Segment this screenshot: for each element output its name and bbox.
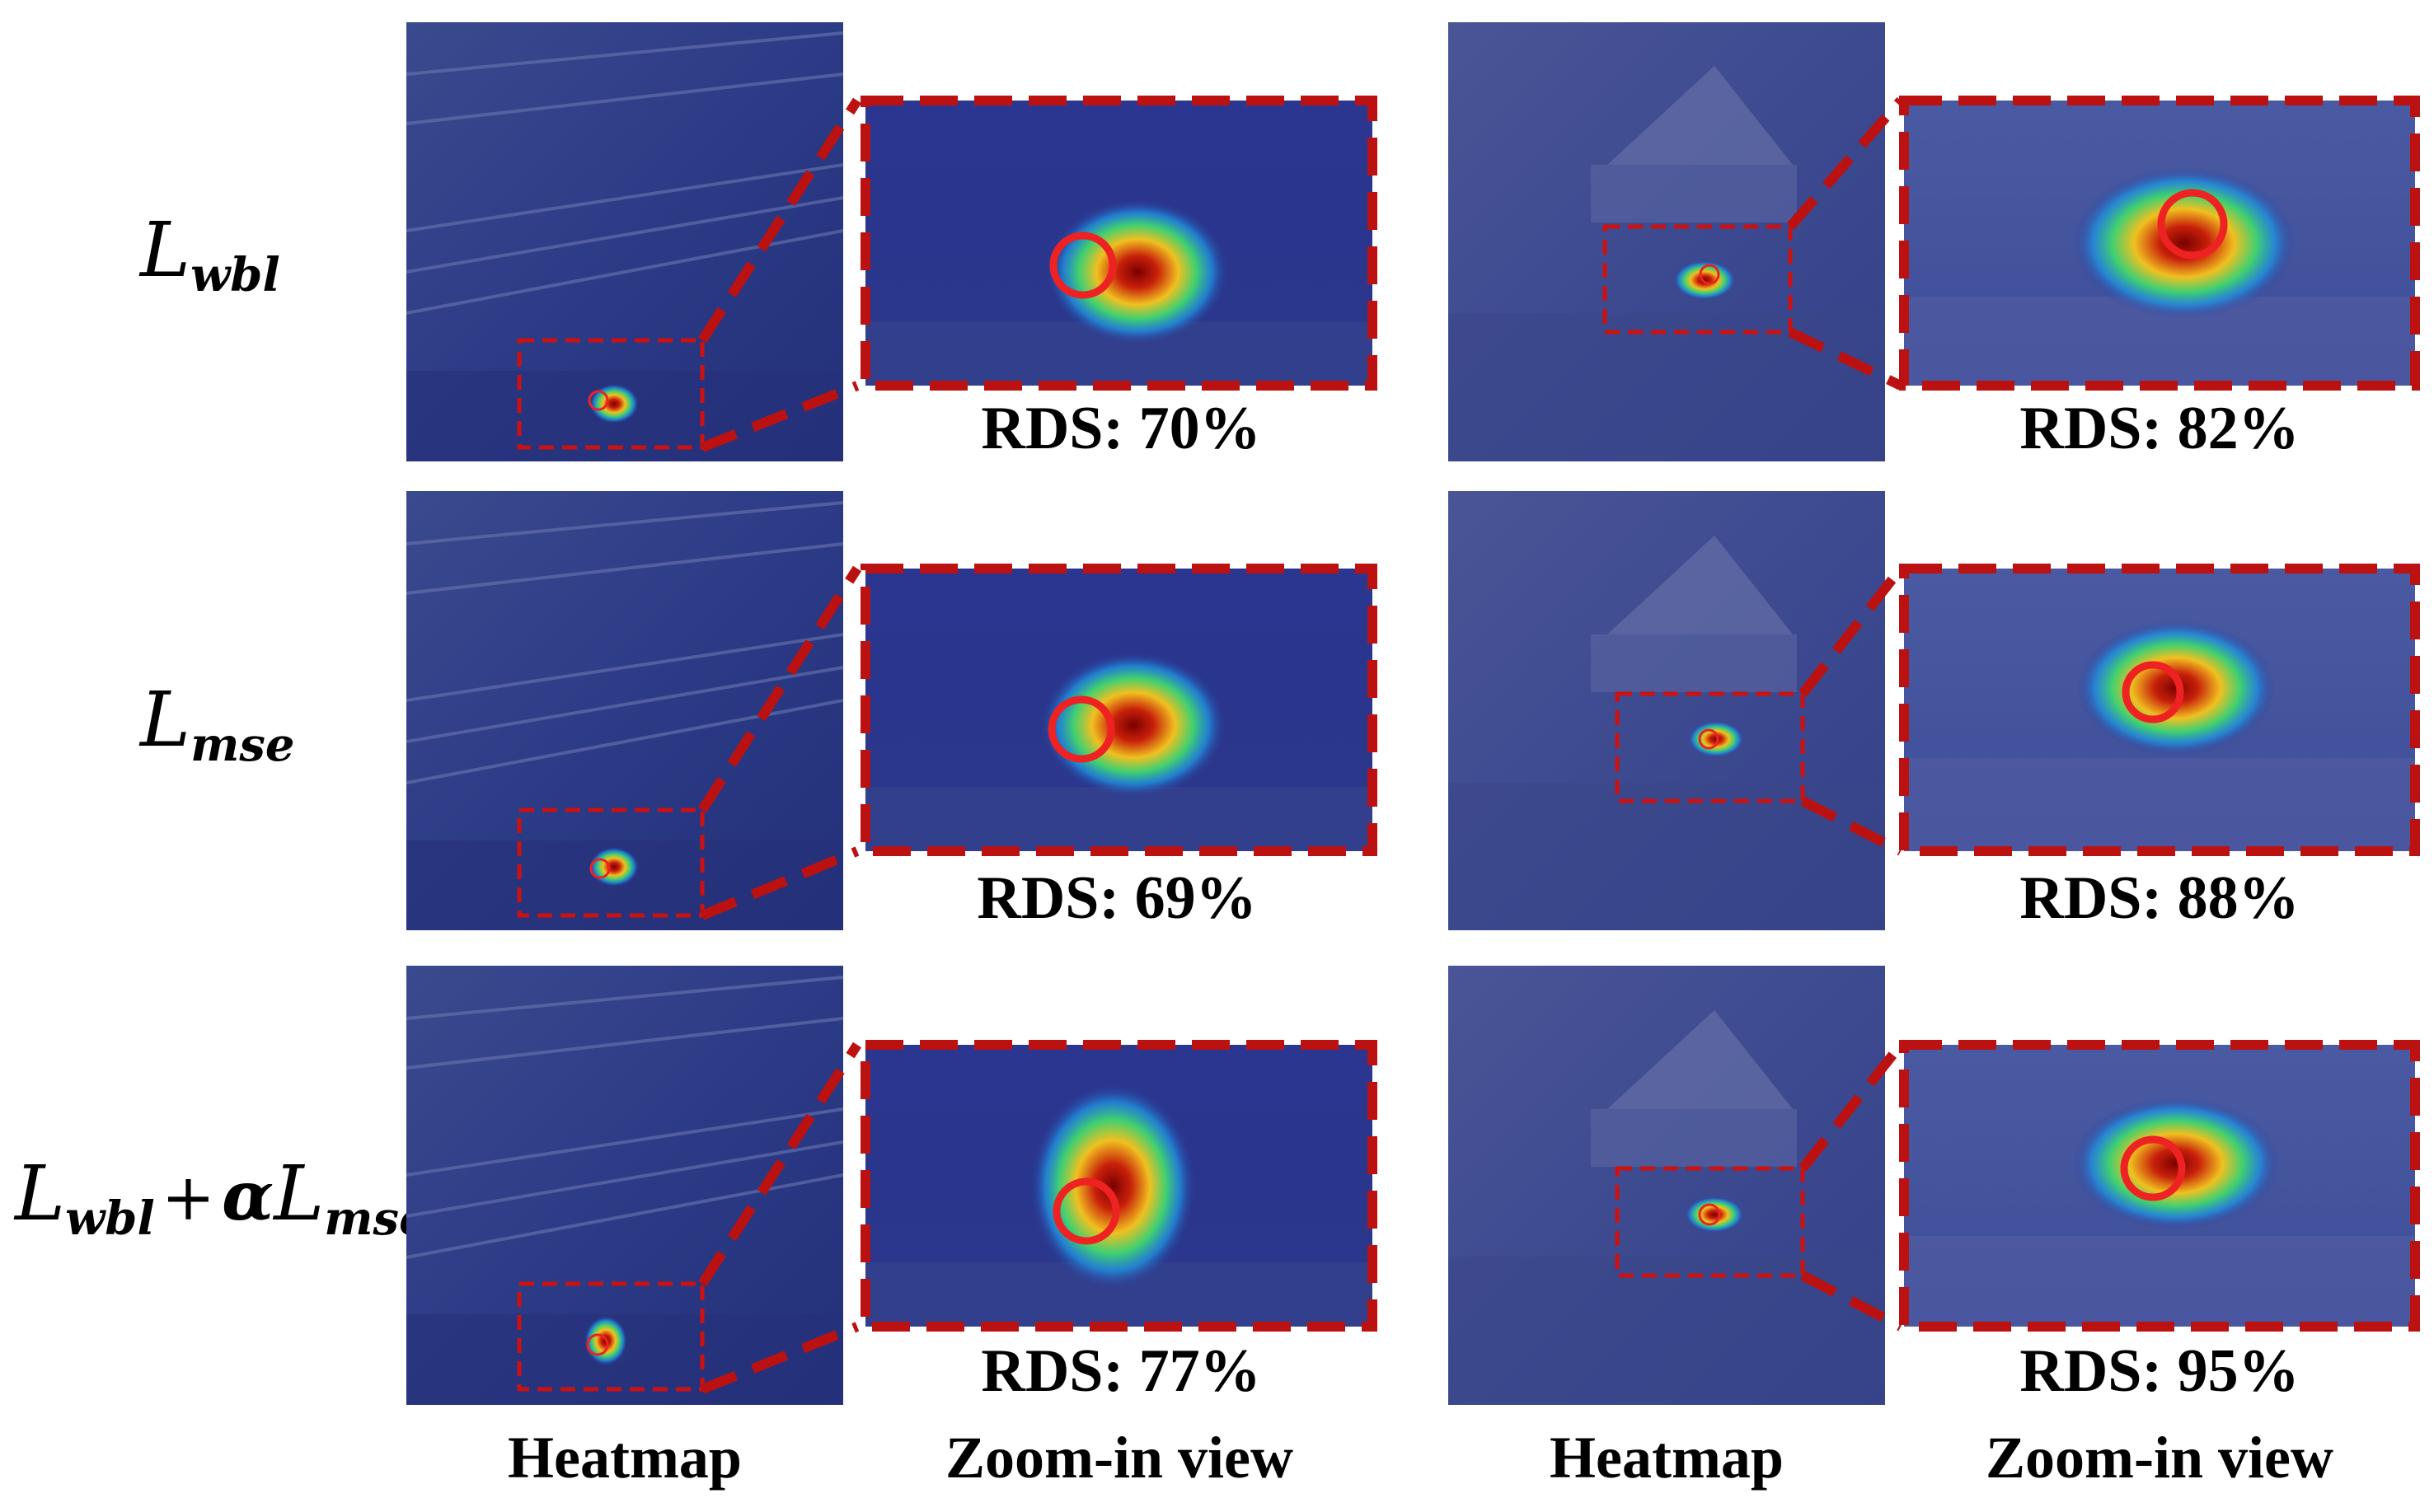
zoom-connector-row1-right <box>1786 97 1905 391</box>
zoom-connector-row3-right <box>1799 1042 1905 1332</box>
column-label-left-zoom: Zoom-in view <box>945 1425 1293 1491</box>
heatmap-left-row1 <box>406 22 844 461</box>
rds-label-row2-left: RDS: 69% <box>977 864 1257 932</box>
column-label-left-heatmap: Heatmap <box>508 1425 742 1491</box>
zoom-left-row2 <box>861 564 1377 856</box>
row-label-mse: Lmse <box>140 676 295 772</box>
rds-label-row3-left: RDS: 77% <box>981 1337 1261 1405</box>
zoom-right-row2 <box>1899 564 2420 856</box>
zoom-right-row3 <box>1899 1040 2420 1332</box>
zoom-right-row1 <box>1899 96 2420 391</box>
column-label-right-zoom: Zoom-in view <box>1986 1425 2333 1491</box>
column-label-right-heatmap: Heatmap <box>1550 1425 1784 1491</box>
heatmap-left-row3 <box>406 966 844 1405</box>
rds-label-row1-right: RDS: 82% <box>2019 395 2300 462</box>
heatmap-right-row2 <box>1448 491 1885 930</box>
heatmap-right-row3 <box>1448 966 1885 1405</box>
zoom-connector-row3 <box>697 1042 862 1394</box>
zoom-left-row1 <box>861 96 1377 391</box>
zoom-left-row3 <box>861 1040 1377 1332</box>
rds-label-row2-right: RDS: 88% <box>2019 864 2300 932</box>
row-label-wbl: Lwbl <box>140 206 280 302</box>
zoom-connector-row2-right <box>1799 565 1905 856</box>
zoom-connector-row1 <box>697 97 862 452</box>
heatmap-left-row2 <box>406 491 844 930</box>
rds-label-row3-right: RDS: 95% <box>2019 1337 2300 1405</box>
zoom-connector-row2 <box>697 565 862 920</box>
heatmap-right-row1 <box>1448 22 1885 461</box>
rds-label-row1-left: RDS: 70% <box>981 395 1261 462</box>
row-label-combined: Lwbl +αLmse <box>15 1149 429 1246</box>
